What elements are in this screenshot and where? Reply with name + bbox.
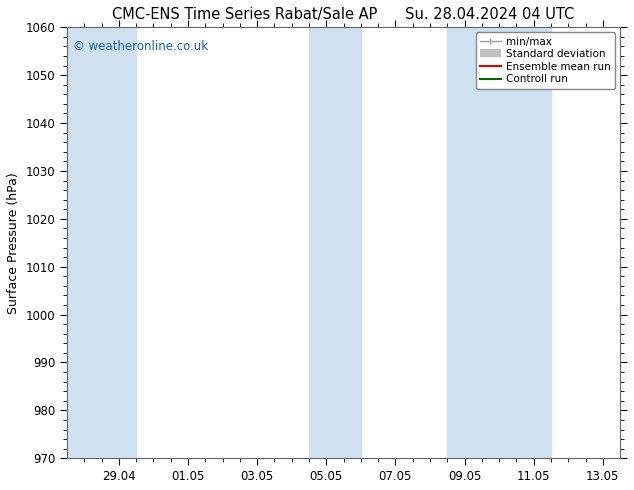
- Bar: [309, 27, 361, 458]
- Text: © weatheronline.co.uk: © weatheronline.co.uk: [72, 40, 208, 53]
- Legend: min/max, Standard deviation, Ensemble mean run, Controll run: min/max, Standard deviation, Ensemble me…: [476, 32, 615, 89]
- Title: CMC-ENS Time Series Rabat/Sale AP      Su. 28.04.2024 04 UTC: CMC-ENS Time Series Rabat/Sale AP Su. 28…: [112, 7, 574, 22]
- Y-axis label: Surface Pressure (hPa): Surface Pressure (hPa): [7, 172, 20, 314]
- Bar: [447, 27, 551, 458]
- Bar: [67, 27, 136, 458]
